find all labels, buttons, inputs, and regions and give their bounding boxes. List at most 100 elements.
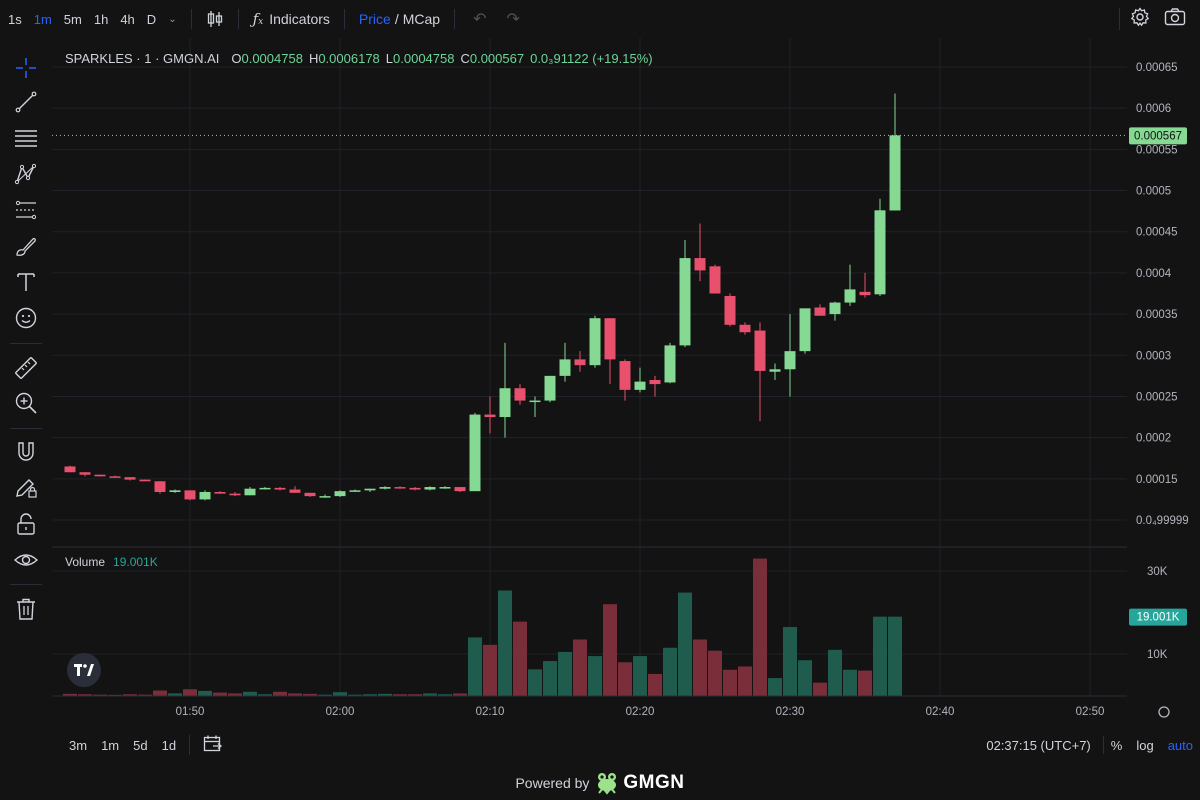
- brush-icon[interactable]: [13, 233, 39, 259]
- volume-label[interactable]: Volume: [65, 555, 106, 569]
- symbol-label[interactable]: SPARKLES · 1 · GMGN.AI: [65, 51, 220, 66]
- candle-body: [244, 488, 256, 496]
- gmgn-brand[interactable]: GMGN: [623, 772, 685, 793]
- mcap-option[interactable]: MCap: [402, 11, 441, 27]
- candle: [559, 342, 571, 382]
- percent-scale-toggle[interactable]: %: [1110, 737, 1123, 753]
- candle: [169, 489, 181, 493]
- fib-retracement-icon[interactable]: [13, 197, 39, 223]
- date-range-calendar-icon[interactable]: [196, 735, 230, 756]
- candle-body: [739, 324, 751, 333]
- volume-bar: [618, 662, 632, 696]
- timeframe-5m[interactable]: 5m: [63, 11, 82, 27]
- timeframe-1s[interactable]: 1s: [8, 11, 22, 27]
- axis-settings-icon[interactable]: [1158, 706, 1170, 718]
- candle-body: [259, 487, 271, 490]
- range-1d[interactable]: 1d: [161, 737, 177, 753]
- candle: [754, 322, 766, 422]
- camera-screenshot-icon[interactable]: [1164, 7, 1186, 32]
- candle: [229, 491, 241, 497]
- powered-by-label: Powered by: [515, 775, 590, 791]
- volume-bar: [288, 693, 302, 696]
- timeframe-4h[interactable]: 4h: [120, 11, 135, 27]
- tradingview-logo[interactable]: [67, 653, 101, 687]
- volume-bar: [183, 689, 197, 696]
- hide-eye-icon[interactable]: [13, 547, 39, 573]
- volume-bar: [768, 678, 782, 696]
- volume-bar: [738, 666, 752, 696]
- open-value: 0.0004758: [241, 51, 303, 66]
- timeframe-dropdown-chevron-icon[interactable]: ⌄: [168, 13, 177, 25]
- volume-bar: [258, 694, 272, 696]
- candle: [424, 486, 436, 491]
- current-price-label: 0.000567: [1134, 130, 1182, 142]
- timeframe-1m[interactable]: 1m: [33, 11, 52, 27]
- horizontal-lines-icon[interactable]: [13, 125, 39, 151]
- lock-icon[interactable]: [13, 511, 39, 537]
- candle-body: [499, 388, 511, 418]
- candle: [844, 264, 856, 306]
- bottom-right-controls: 02:37:15 (UTC+7) % log auto: [986, 728, 1200, 762]
- candle: [664, 342, 676, 384]
- auto-scale-toggle[interactable]: auto: [1167, 737, 1193, 753]
- trash-icon[interactable]: [13, 596, 39, 622]
- candle: [154, 481, 166, 494]
- undo-icon[interactable]: ↶: [473, 11, 487, 28]
- range-1m[interactable]: 1m: [101, 737, 120, 753]
- candle-body: [889, 135, 901, 211]
- lock-drawing-pencil-icon[interactable]: [13, 475, 39, 501]
- price-tick-label: 0.00035: [1136, 309, 1178, 321]
- range-5d[interactable]: 5d: [133, 737, 148, 753]
- pattern-tool-icon[interactable]: [13, 161, 39, 187]
- volume-bar: [468, 637, 482, 696]
- log-scale-toggle[interactable]: log: [1136, 737, 1154, 753]
- indicators-label: Indicators: [269, 11, 330, 27]
- text-tool-icon[interactable]: [13, 269, 39, 295]
- price-mcap-toggle[interactable]: Price / MCap: [353, 11, 446, 27]
- candle: [334, 490, 346, 497]
- clock-timezone[interactable]: 02:37:15 (UTC+7): [986, 737, 1091, 753]
- volume-bar: [528, 669, 542, 696]
- indicators-button[interactable]: ƒx Indicators: [247, 10, 336, 28]
- toolbar-divider: [10, 343, 42, 344]
- volume-tick-label: 30K: [1147, 566, 1168, 578]
- price-tick-label: 0.0006: [1136, 103, 1171, 115]
- close-value: 0.000567: [469, 51, 525, 66]
- candle: [379, 486, 391, 490]
- volume-bar: [348, 694, 362, 696]
- volume-legend: Volume 19.001K: [65, 555, 158, 569]
- candle-body: [184, 490, 196, 500]
- volume-bar: [513, 621, 527, 696]
- chart-area[interactable]: 0.00065 0.0006 0.00055 0.0005 0.00045 0.0004 0…: [52, 38, 1200, 728]
- timeframe-1h[interactable]: 1h: [93, 11, 109, 27]
- redo-icon[interactable]: ↷: [506, 11, 520, 28]
- crosshair-icon[interactable]: [13, 55, 39, 81]
- zoom-in-icon[interactable]: [13, 390, 39, 416]
- volume-bar: [648, 673, 662, 696]
- timeframe-d[interactable]: D: [146, 11, 157, 27]
- volume-bar: [813, 682, 827, 696]
- ruler-measure-icon[interactable]: [13, 355, 39, 381]
- emoji-icon[interactable]: [13, 305, 39, 331]
- candle: [484, 396, 496, 434]
- volume-bar: [93, 694, 107, 696]
- toolbar-divider: [454, 9, 456, 29]
- candle: [874, 198, 886, 296]
- magnet-icon[interactable]: [13, 439, 39, 465]
- candlestick-chart[interactable]: 0.00065 0.0006 0.00055 0.0005 0.00045 0.0004 0…: [52, 38, 1200, 728]
- trend-line-icon[interactable]: [13, 89, 39, 115]
- candle-body: [544, 375, 556, 401]
- candle-body: [784, 351, 796, 370]
- candle-body: [454, 487, 466, 492]
- price-option[interactable]: Price: [358, 11, 391, 27]
- candle: [139, 479, 151, 482]
- candle-body: [394, 487, 406, 489]
- volume-bar: [123, 694, 137, 696]
- volume-bar: [888, 616, 902, 696]
- chart-type-candles-icon[interactable]: [200, 10, 230, 28]
- price-tick-label: 0.00025: [1136, 391, 1178, 403]
- candle: [814, 304, 826, 316]
- volume-bar: [393, 694, 407, 696]
- range-3m[interactable]: 3m: [69, 737, 88, 753]
- settings-gear-icon[interactable]: [1130, 6, 1150, 32]
